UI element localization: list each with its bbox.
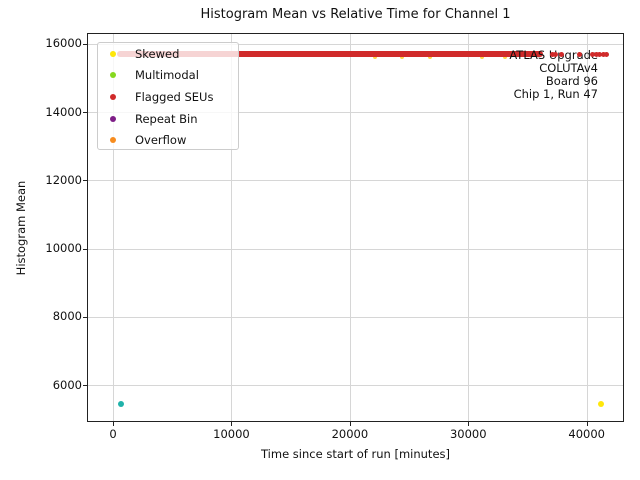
y-gridline: [88, 248, 623, 250]
y-tick-mark: [83, 112, 87, 114]
legend-marker-icon: [110, 93, 116, 100]
annotation-line: COLUTAv4: [539, 61, 598, 75]
data-point: [589, 51, 595, 57]
x-tick-label: 30000: [449, 427, 487, 441]
legend-item-label: Repeat Bin: [135, 111, 198, 126]
data-point: [577, 51, 583, 57]
legend-item-label: Skewed: [135, 46, 180, 61]
y-tick-label: 12000: [45, 172, 82, 187]
legend-marker-icon: [110, 50, 116, 57]
x-tick-mark: [231, 422, 233, 426]
annotation-text: ATLAS Upgrade COLUTAv4 Board 96 Chip 1, Run…: [509, 49, 598, 101]
y-gridline: [88, 112, 623, 114]
data-point: [549, 51, 555, 57]
y-tick-mark: [83, 248, 87, 250]
legend-item: Repeat Bin: [98, 108, 238, 130]
y-gridline: [88, 316, 623, 318]
x-gridline: [231, 34, 233, 421]
x-tick-label: 20000: [331, 427, 369, 441]
y-tick-label: 16000: [45, 36, 82, 51]
y-tick-mark: [83, 43, 87, 45]
y-tick-label: 10000: [45, 241, 82, 256]
y-gridline: [88, 180, 623, 182]
legend-item: Flagged SEUs: [98, 86, 238, 108]
x-axis-label: Time since start of run [minutes]: [261, 447, 450, 461]
legend-marker-icon: [110, 72, 116, 79]
x-gridline: [468, 34, 470, 421]
seu-band: [116, 51, 543, 58]
x-tick-mark: [349, 422, 351, 426]
y-tick-mark: [83, 180, 87, 182]
data-point: [593, 51, 599, 57]
data-point: [597, 51, 603, 57]
legend-marker-icon: [110, 115, 116, 122]
y-tick-mark: [83, 316, 87, 318]
x-gridline: [586, 34, 588, 421]
data-point: [600, 51, 606, 57]
legend-item: Skewed: [98, 43, 238, 65]
x-tick-label: 0: [109, 427, 117, 441]
x-tick-mark: [468, 422, 470, 426]
data-point: [559, 51, 565, 57]
x-gridline: [349, 34, 351, 421]
legend: Skewed Multimodal Flagged SEUs Repeat Bin Ov…: [97, 42, 239, 150]
y-gridline: [88, 385, 623, 387]
y-tick-label: 8000: [52, 309, 82, 324]
legend-item-label: Flagged SEUs: [135, 89, 214, 104]
legend-item-label: Multimodal: [135, 68, 199, 83]
annotation-line: Chip 1, Run 47: [513, 87, 598, 101]
y-gridline: [88, 43, 623, 45]
chart-title: Histogram Mean vs Relative Time for Chan…: [200, 7, 511, 22]
x-tick-label: 40000: [568, 427, 605, 441]
data-point: [117, 401, 124, 408]
data-point: [553, 51, 559, 57]
x-gridline: [113, 34, 115, 421]
legend-item: Multimodal: [98, 65, 238, 87]
y-tick-label: 14000: [45, 104, 82, 119]
y-tick-mark: [83, 385, 87, 387]
annotation-line: Board 96: [545, 74, 598, 88]
x-tick-mark: [586, 422, 588, 426]
legend-item: Overflow: [98, 129, 238, 151]
legend-item-label: Overflow: [135, 133, 187, 148]
x-tick-mark: [113, 422, 115, 426]
legend-marker-icon: [110, 137, 116, 144]
y-axis-label-text: Histogram Mean: [14, 180, 28, 276]
x-tick-label: 10000: [213, 427, 250, 441]
data-point: [604, 51, 610, 57]
y-tick-label: 6000: [52, 377, 82, 392]
data-point: [597, 400, 604, 407]
